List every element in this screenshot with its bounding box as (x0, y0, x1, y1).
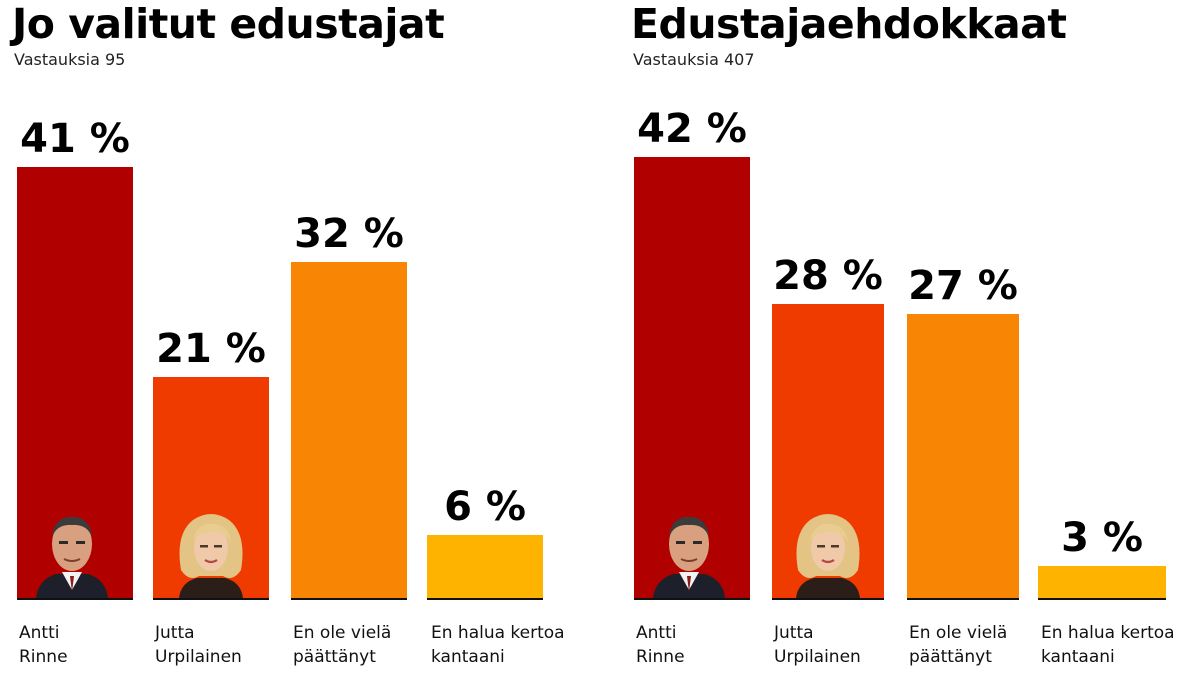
chart-subtitle: Vastauksia 407 (633, 50, 755, 69)
bar (1038, 566, 1166, 598)
data-label: 28 % (773, 253, 883, 299)
category-label: En halua kertoa kantaani (1041, 623, 1175, 668)
category-label: Antti Rinne (19, 623, 68, 668)
data-label: 6 % (444, 484, 526, 530)
baseline (153, 598, 269, 600)
data-label: 3 % (1061, 515, 1143, 561)
data-label: 21 % (156, 326, 266, 372)
chart-title: Edustajaehdokkaat (631, 0, 1067, 48)
bar (291, 262, 407, 598)
man-portrait-icon (653, 516, 725, 598)
data-label: 32 % (294, 211, 404, 257)
bar (907, 314, 1019, 598)
category-label: En halua kertoa kantaani (431, 623, 565, 668)
data-label: 42 % (637, 106, 747, 152)
baseline (634, 598, 750, 600)
woman-portrait-icon (179, 514, 243, 598)
baseline (907, 598, 1019, 600)
chart-panel-candidates: Edustajaehdokkaat Vastauksia 407 42 % Ant… (618, 0, 1199, 675)
baseline (17, 598, 133, 600)
chart-panel-elected: Jo valitut edustajat Vastauksia 95 41 % A… (12, 0, 565, 668)
category-label: Antti Rinne (636, 623, 685, 668)
man-portrait-icon (36, 516, 108, 598)
category-label: En ole vielä päättänyt (293, 623, 392, 668)
chart-subtitle: Vastauksia 95 (14, 50, 126, 69)
baseline (1038, 598, 1166, 600)
chart-title: Jo valitut edustajat (12, 0, 445, 48)
baseline (772, 598, 884, 600)
baseline (291, 598, 407, 600)
category-label: Jutta Urpilainen (774, 623, 861, 668)
woman-portrait-icon (796, 514, 860, 598)
baseline (427, 598, 543, 600)
category-label: Jutta Urpilainen (155, 623, 242, 668)
bar (427, 535, 543, 598)
category-label: En ole vielä päättänyt (909, 623, 1008, 668)
data-label: 41 % (20, 116, 130, 162)
data-label: 27 % (908, 263, 1018, 309)
